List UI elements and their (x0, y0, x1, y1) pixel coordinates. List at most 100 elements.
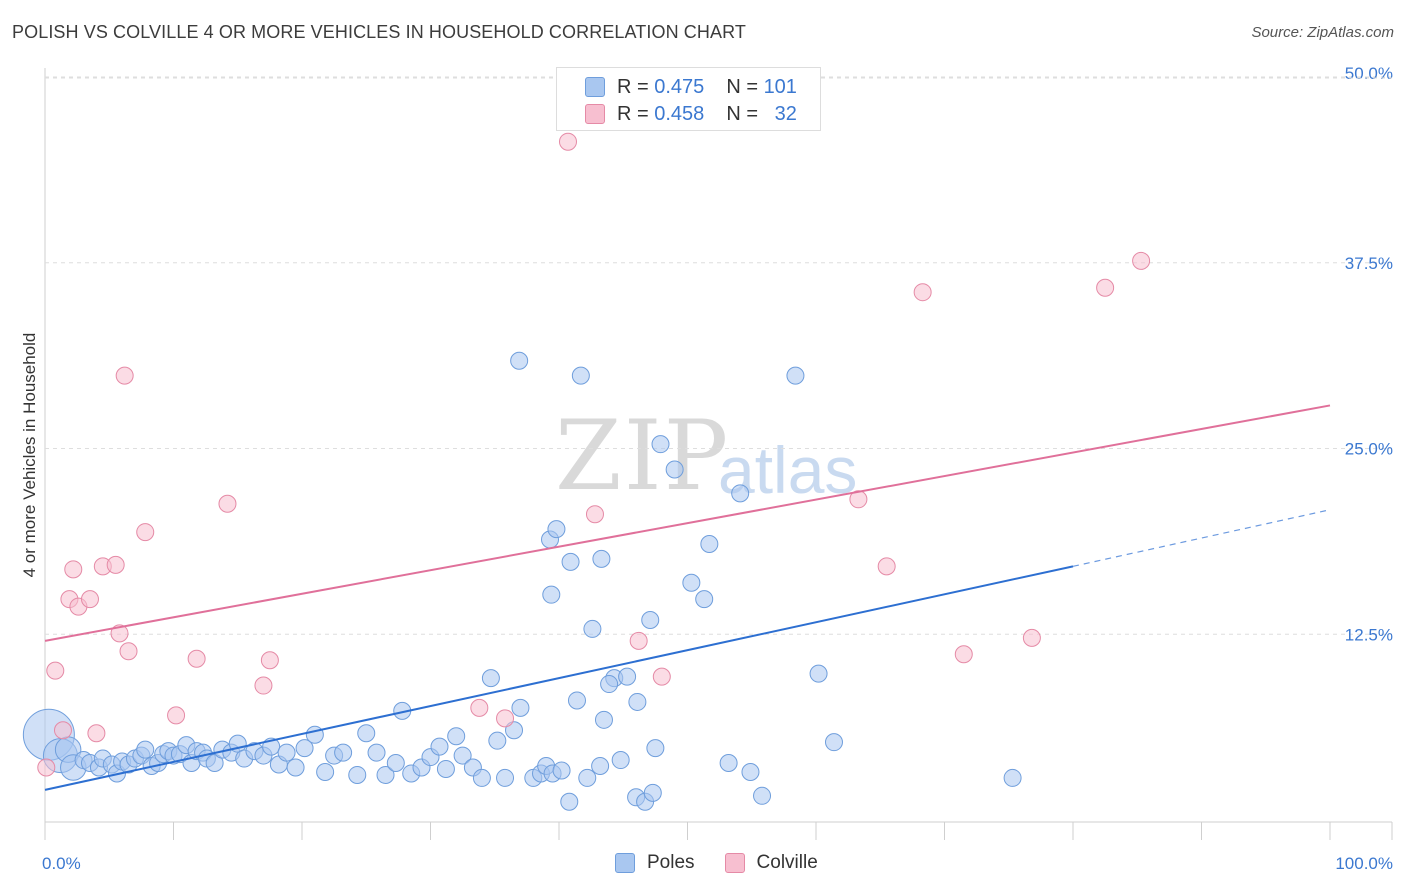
data-point-colville (496, 709, 515, 728)
data-point-poles (277, 743, 296, 762)
data-point-colville (53, 721, 72, 740)
bottom-legend: Poles Colville (615, 852, 848, 874)
data-point-poles (447, 727, 466, 746)
data-point-poles (560, 792, 579, 811)
data-point-poles (136, 740, 155, 759)
y-tick-label: 37.5% (1345, 254, 1393, 273)
bottom-legend-label-poles: Poles (647, 852, 695, 873)
data-point-poles (611, 751, 630, 770)
data-point-poles (334, 743, 353, 762)
legend-r-label: R = (617, 75, 649, 98)
data-point-poles (651, 435, 670, 454)
data-point-colville (849, 490, 868, 509)
data-point-colville (136, 523, 155, 542)
legend-swatch-colville (585, 104, 605, 124)
data-point-poles (571, 366, 590, 385)
data-point-colville (1132, 251, 1151, 270)
legend-r-value-poles: 0.475 (654, 75, 705, 98)
data-point-colville (254, 676, 273, 695)
data-point-poles (594, 710, 613, 729)
data-point-poles (542, 585, 561, 604)
data-point-poles (436, 759, 455, 778)
data-point-poles (511, 698, 530, 717)
data-point-poles (665, 460, 684, 479)
legend: R = 0.475 N = 101 R = 0.458 N = 32 (556, 67, 821, 131)
data-point-poles (376, 765, 395, 784)
data-point-colville (218, 494, 237, 513)
data-point-poles (510, 351, 529, 370)
data-point-colville (46, 661, 65, 680)
data-point-colville (80, 590, 99, 609)
data-point-poles (386, 754, 405, 773)
trendline-poles-extension (1072, 509, 1331, 567)
x-tick-label-max: 100.0% (1335, 854, 1393, 873)
data-point-colville (558, 132, 577, 151)
data-point-poles (592, 549, 611, 568)
data-point-poles (591, 757, 610, 776)
data-point-colville (954, 645, 973, 664)
data-point-poles (286, 758, 305, 777)
data-point-poles (488, 731, 507, 750)
data-point-poles (700, 535, 719, 553)
legend-row-colville: R = 0.458 N = 32 (585, 102, 797, 126)
data-point-colville (167, 706, 186, 725)
data-point-poles (348, 765, 367, 784)
trendline-poles (44, 565, 1074, 791)
data-point-colville (1096, 278, 1115, 297)
data-point-poles (1003, 768, 1022, 787)
data-point-colville (652, 667, 671, 686)
data-point-poles (567, 691, 586, 710)
source-label: Source: ZipAtlas.com (1251, 24, 1394, 41)
data-point-poles (430, 737, 449, 756)
data-point-poles (646, 739, 665, 758)
data-point-poles (357, 724, 376, 743)
trendline-colville (44, 404, 1331, 642)
data-point-poles (505, 721, 524, 740)
data-point-colville (119, 642, 138, 661)
data-point-poles (453, 746, 472, 765)
data-point-poles (618, 667, 637, 686)
data-point-poles (695, 590, 714, 609)
data-point-poles (719, 754, 738, 773)
data-point-poles (496, 768, 515, 787)
data-point-poles (205, 754, 224, 773)
data-point-colville (110, 624, 129, 643)
data-point-poles (741, 762, 760, 781)
data-point-poles (305, 725, 324, 744)
legend-r-label: R = (617, 102, 649, 125)
chart-title: POLISH VS COLVILLE 4 OR MORE VEHICLES IN… (12, 22, 746, 42)
data-point-colville (1022, 628, 1041, 647)
data-point-poles (316, 762, 335, 781)
data-point-poles (731, 484, 750, 503)
bottom-legend-colville[interactable]: Colville (724, 852, 818, 874)
data-point-poles (578, 768, 597, 787)
bottom-legend-label-colville: Colville (756, 852, 818, 873)
data-point-poles (583, 619, 602, 638)
data-point-poles (753, 786, 772, 805)
legend-n-label: N = (726, 102, 758, 125)
bottom-legend-poles[interactable]: Poles (615, 852, 695, 874)
data-point-poles (786, 366, 805, 385)
legend-swatch-poles (585, 77, 605, 97)
data-point-colville (629, 631, 648, 650)
data-point-poles (628, 692, 647, 711)
data-point-poles (472, 768, 491, 787)
data-point-colville (260, 651, 279, 670)
data-point-poles (547, 520, 566, 539)
watermark-zip: ZIP (555, 400, 731, 512)
legend-n-value-colville: 32 (774, 102, 797, 125)
y-tick-label: 50.0% (1345, 64, 1393, 83)
data-point-colville (87, 724, 106, 743)
data-point-colville (470, 698, 489, 717)
data-point-poles (600, 675, 619, 694)
data-point-poles (641, 610, 660, 629)
legend-n-value-poles: 101 (763, 75, 797, 98)
data-point-poles (561, 552, 580, 571)
data-point-poles (552, 761, 571, 780)
data-point-colville (877, 557, 896, 576)
legend-row-poles: R = 0.475 N = 101 (585, 75, 797, 99)
data-point-poles (481, 669, 500, 688)
data-point-colville (913, 283, 932, 302)
data-point-poles (682, 573, 701, 592)
